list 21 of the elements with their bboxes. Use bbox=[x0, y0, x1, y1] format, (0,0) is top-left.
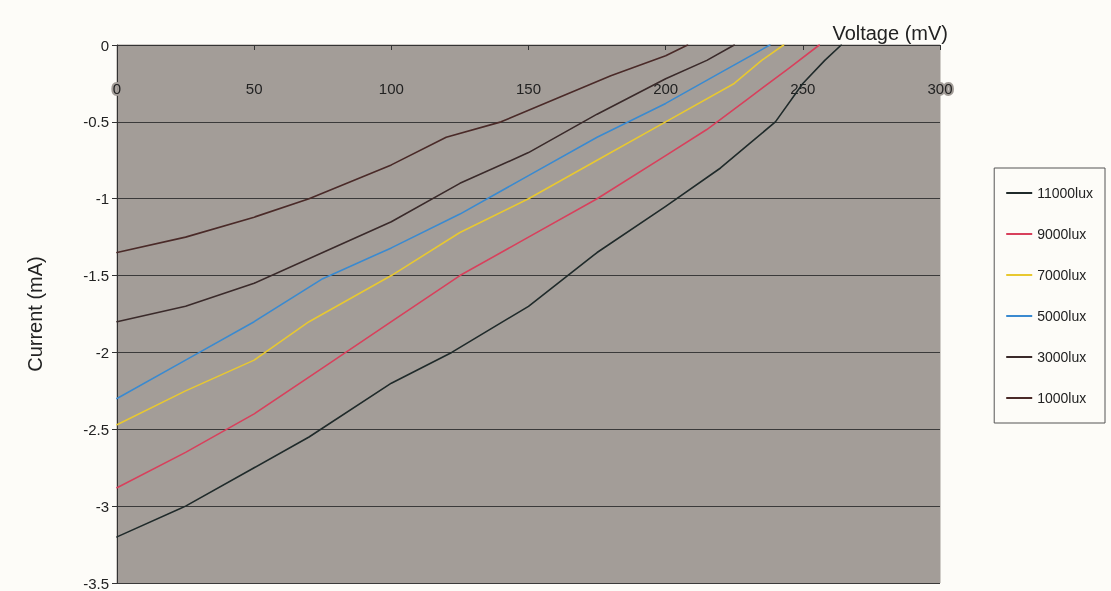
y-tick-label: -3 bbox=[95, 497, 109, 515]
y-tick-label: -1.5 bbox=[83, 267, 109, 285]
legend-label: 7000lux bbox=[1037, 267, 1087, 283]
legend-label: 1000lux bbox=[1037, 390, 1087, 406]
x-tick-label: 50 bbox=[245, 80, 263, 97]
y-tick-label: -2 bbox=[95, 343, 109, 361]
legend-label: 3000lux bbox=[1037, 349, 1087, 365]
legend-label: 5000lux bbox=[1037, 308, 1087, 324]
legend-label: 11000lux bbox=[1037, 185, 1094, 201]
y-tick-label: 0 bbox=[100, 36, 109, 54]
x-tick-label: 300 bbox=[927, 80, 953, 97]
x-tick-label: 200 bbox=[653, 80, 679, 97]
x-axis-title: Voltage (mV) bbox=[832, 22, 948, 44]
y-tick-label: -1 bbox=[95, 190, 109, 208]
legend-label: 9000lux bbox=[1037, 226, 1087, 242]
x-tick-label: 150 bbox=[515, 80, 542, 97]
y-tick-label: -0.5 bbox=[83, 113, 109, 131]
y-axis-title: Current (mA) bbox=[24, 256, 46, 372]
y-tick-label: -3.5 bbox=[83, 574, 109, 591]
x-tick-label: 100 bbox=[378, 80, 404, 97]
y-tick-label: -2.5 bbox=[83, 420, 109, 438]
